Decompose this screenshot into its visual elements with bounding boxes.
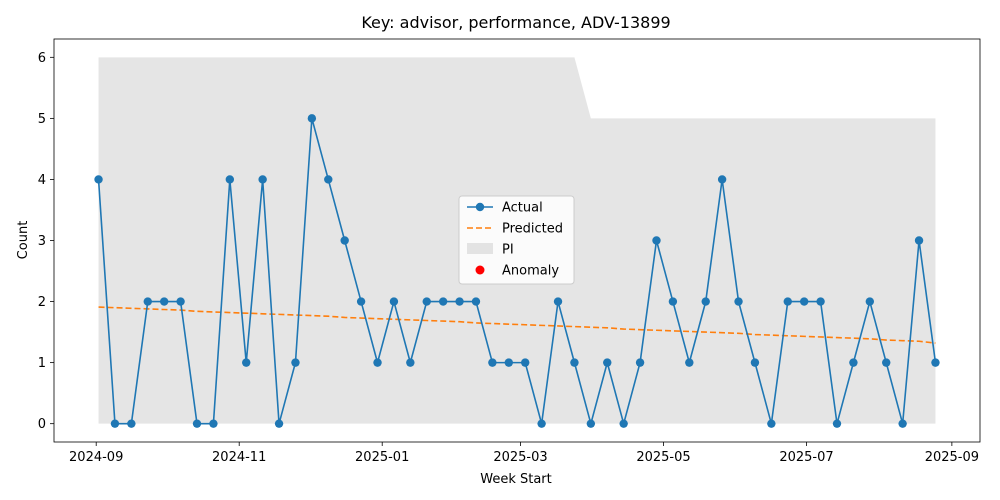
actual-point — [438, 297, 448, 306]
actual-point — [816, 297, 825, 306]
legend-actual-marker — [475, 202, 485, 212]
actual-point — [783, 297, 792, 306]
actual-point — [110, 419, 120, 428]
y-tick-label: 2 — [38, 295, 46, 310]
actual-point — [225, 175, 235, 184]
y-tick-label: 3 — [38, 234, 46, 249]
actual-point — [767, 419, 776, 428]
actual-point — [799, 297, 809, 306]
actual-point — [931, 358, 940, 367]
actual-point — [307, 114, 317, 123]
actual-point — [652, 236, 661, 245]
legend-box — [458, 195, 575, 285]
x-tick-label: 2025-05 — [636, 450, 690, 465]
actual-point — [209, 419, 218, 428]
x-tick-label: 2025-01 — [355, 450, 409, 465]
actual-point — [471, 297, 481, 306]
actual-point — [291, 358, 300, 367]
actual-point — [586, 419, 596, 428]
actual-point — [619, 419, 628, 428]
actual-point — [422, 297, 431, 306]
actual-point — [685, 358, 694, 367]
actual-point — [504, 358, 513, 367]
actual-point — [832, 419, 842, 428]
actual-point — [668, 297, 678, 306]
y-tick-label: 6 — [38, 51, 46, 66]
legend-pi-label: PI — [502, 243, 514, 258]
actual-point — [94, 175, 103, 184]
actual-point — [340, 236, 349, 245]
x-tick-label: 2025-07 — [779, 450, 833, 465]
legend-predicted-label: Predicted — [502, 222, 563, 237]
actual-point — [143, 297, 152, 306]
actual-point — [406, 358, 415, 367]
actual-point — [274, 419, 284, 428]
actual-point — [258, 175, 267, 184]
legend-pi-swatch — [467, 243, 493, 254]
actual-point — [488, 358, 497, 367]
actual-point — [701, 297, 710, 306]
actual-point — [734, 297, 743, 306]
actual-point — [898, 419, 907, 428]
y-axis-label: Count — [16, 221, 31, 260]
y-tick-label: 0 — [38, 417, 46, 432]
x-axis-label: Week Start — [480, 472, 552, 487]
actual-point — [389, 297, 399, 306]
actual-point — [635, 358, 645, 367]
y-tick-label: 5 — [38, 112, 46, 127]
predicted-line — [98, 306, 936, 344]
x-tick-label: 2024-09 — [69, 450, 123, 465]
x-tick-label: 2025-03 — [493, 450, 547, 465]
actual-point — [553, 297, 563, 306]
actual-point — [127, 419, 136, 428]
y-tick-label: 4 — [38, 173, 46, 188]
actual-point — [882, 358, 891, 367]
actual-point — [717, 175, 727, 184]
legend-anomaly-marker — [475, 265, 485, 275]
actual-point — [521, 358, 530, 367]
actual-point — [192, 419, 202, 428]
actual-point — [159, 297, 169, 306]
actual-point — [865, 297, 875, 306]
legend-actual-label: Actual — [502, 201, 543, 216]
actual-point — [242, 358, 251, 367]
actual-point — [603, 358, 612, 367]
actual-line — [97, 118, 937, 427]
actual-point — [914, 236, 924, 245]
x-tick-label: 2025-09 — [925, 450, 979, 465]
actual-point — [356, 297, 366, 306]
actual-point — [176, 297, 185, 306]
actual-point — [455, 297, 464, 306]
actual-point — [849, 358, 858, 367]
legend-anomaly-label: Anomaly — [502, 264, 559, 279]
actual-point — [373, 358, 382, 367]
legend: Actual Predicted PI Anomaly — [458, 195, 575, 285]
y-tick-label: 1 — [38, 356, 46, 371]
chart-title: Key: advisor, performance, ADV-13899 — [361, 13, 670, 32]
actual-point — [750, 358, 760, 367]
actual-point — [537, 419, 546, 428]
x-tick-label: 2024-11 — [212, 450, 266, 465]
actual-point — [324, 175, 333, 184]
actual-point — [570, 358, 579, 367]
